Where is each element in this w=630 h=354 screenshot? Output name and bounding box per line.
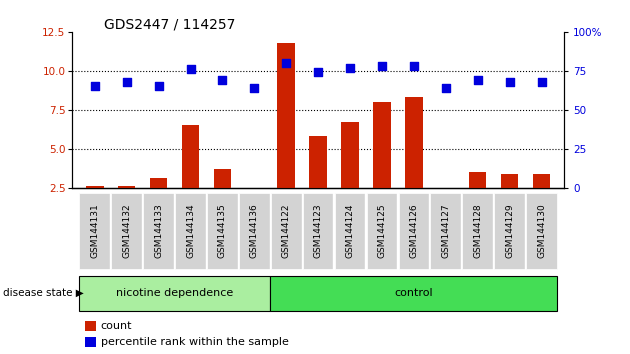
FancyBboxPatch shape — [399, 193, 429, 269]
Text: GSM144126: GSM144126 — [410, 204, 418, 258]
FancyBboxPatch shape — [112, 193, 142, 269]
FancyBboxPatch shape — [270, 276, 558, 312]
Bar — [181, 125, 199, 227]
Point — [345, 65, 355, 70]
Text: GSM144134: GSM144134 — [186, 204, 195, 258]
FancyBboxPatch shape — [495, 193, 525, 269]
FancyBboxPatch shape — [430, 193, 461, 269]
Point — [249, 85, 260, 91]
Text: GSM144133: GSM144133 — [154, 204, 163, 258]
Bar — [214, 169, 231, 227]
Bar — [309, 136, 327, 227]
Text: GSM144135: GSM144135 — [218, 204, 227, 258]
FancyBboxPatch shape — [303, 193, 333, 269]
Point — [185, 67, 195, 72]
Text: nicotine dependence: nicotine dependence — [116, 288, 233, 298]
Bar — [246, 188, 263, 227]
Bar — [437, 188, 455, 227]
Text: GSM144128: GSM144128 — [473, 204, 482, 258]
Bar — [150, 178, 168, 227]
Text: GSM144129: GSM144129 — [505, 204, 514, 258]
Point — [377, 63, 387, 69]
Point — [89, 84, 100, 89]
Point — [313, 69, 323, 75]
Text: GSM144136: GSM144136 — [250, 204, 259, 258]
Text: GSM144130: GSM144130 — [537, 204, 546, 258]
FancyBboxPatch shape — [79, 276, 270, 312]
FancyBboxPatch shape — [367, 193, 398, 269]
Point — [472, 77, 483, 83]
FancyBboxPatch shape — [526, 193, 557, 269]
Bar — [501, 173, 518, 227]
Text: percentile rank within the sample: percentile rank within the sample — [101, 337, 289, 347]
Text: GSM144123: GSM144123 — [314, 204, 323, 258]
FancyBboxPatch shape — [207, 193, 238, 269]
Text: disease state ▶: disease state ▶ — [3, 288, 84, 298]
Point — [217, 77, 227, 83]
Point — [122, 79, 132, 85]
Text: GSM144132: GSM144132 — [122, 204, 131, 258]
FancyBboxPatch shape — [79, 193, 110, 269]
Point — [281, 60, 291, 66]
Bar — [118, 186, 135, 227]
FancyBboxPatch shape — [239, 193, 270, 269]
Text: GSM144127: GSM144127 — [441, 204, 450, 258]
Text: control: control — [394, 288, 433, 298]
Bar — [469, 172, 486, 227]
Bar — [405, 97, 423, 227]
Text: GSM144131: GSM144131 — [90, 204, 100, 258]
Bar — [533, 173, 550, 227]
Point — [441, 85, 451, 91]
Text: GSM144125: GSM144125 — [377, 204, 386, 258]
FancyBboxPatch shape — [335, 193, 365, 269]
FancyBboxPatch shape — [271, 193, 302, 269]
Point — [409, 63, 419, 69]
FancyBboxPatch shape — [462, 193, 493, 269]
Text: GDS2447 / 114257: GDS2447 / 114257 — [104, 18, 236, 32]
Point — [154, 84, 164, 89]
FancyBboxPatch shape — [143, 193, 174, 269]
Bar — [277, 43, 295, 227]
Text: count: count — [101, 321, 132, 331]
Bar — [86, 186, 103, 227]
Bar — [341, 122, 359, 227]
Bar — [373, 102, 391, 227]
FancyBboxPatch shape — [175, 193, 206, 269]
Point — [505, 79, 515, 85]
Point — [537, 79, 547, 85]
Text: GSM144122: GSM144122 — [282, 204, 290, 258]
Text: GSM144124: GSM144124 — [346, 204, 355, 258]
